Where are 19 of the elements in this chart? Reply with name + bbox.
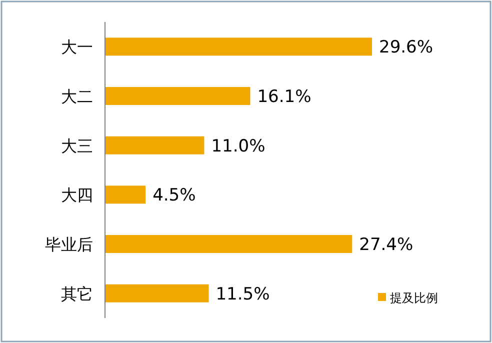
y-tick-label: 大二 [61,87,93,106]
bar [105,136,204,154]
bar [105,38,372,56]
data-label: 4.5% [152,186,196,206]
bar [105,284,209,302]
bar [105,87,250,105]
data-label: 16.1% [257,87,312,107]
data-label: 11.5% [216,284,270,304]
legend-label: 提及比例 [390,291,438,305]
bar [105,235,352,253]
data-label: 27.4% [359,235,414,255]
data-label: 11.0% [211,136,266,156]
y-tick-label: 其它 [61,284,93,304]
data-label: 29.6% [379,38,434,58]
y-tick-label: 毕业后 [45,235,93,254]
y-tick-label: 大一 [61,38,93,57]
bar [105,186,146,204]
y-tick-label: 大三 [61,136,93,156]
y-tick-label: 大四 [61,186,93,205]
